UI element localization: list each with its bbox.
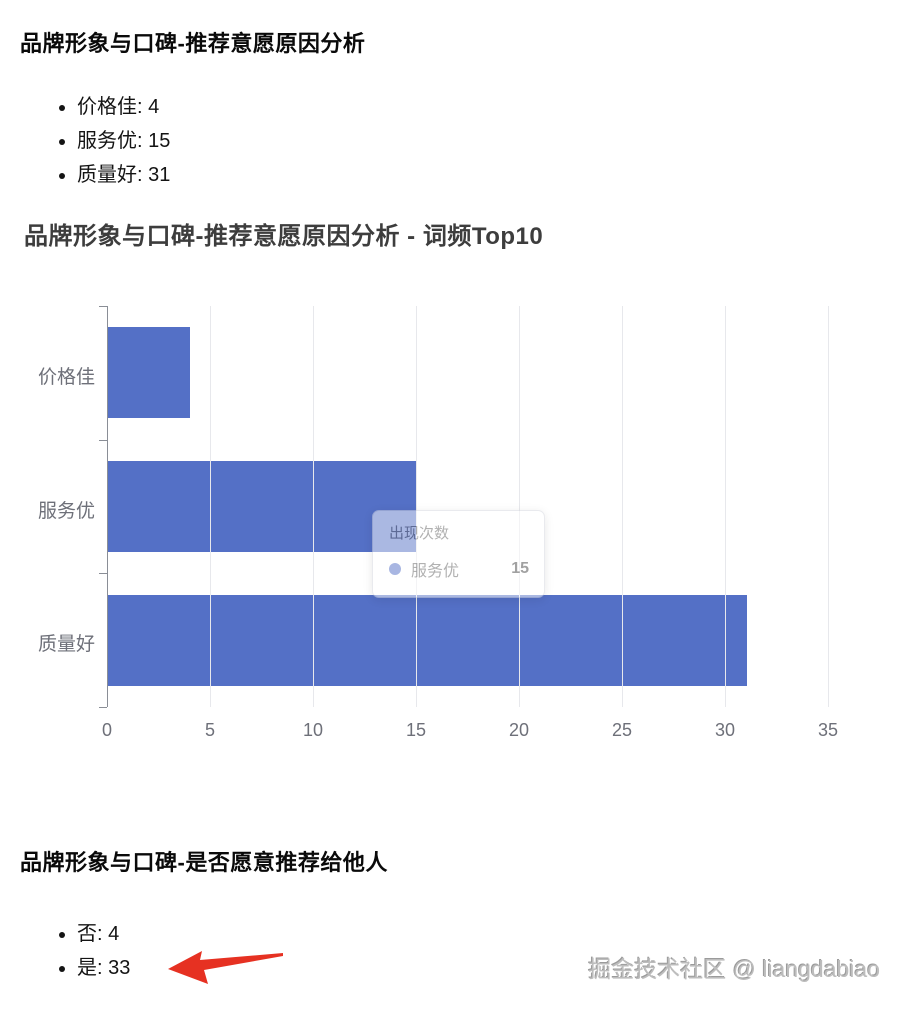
y-axis-tick <box>99 306 107 307</box>
list-item: 服务优: 15 <box>77 124 170 158</box>
y-axis-category-label: 服务优 <box>37 500 95 522</box>
list-item: 价格佳: 4 <box>77 90 170 124</box>
x-axis-tick-label: 10 <box>302 720 324 740</box>
series-marker-dot-icon <box>389 563 401 575</box>
x-axis-tick-label: 5 <box>204 720 215 740</box>
gridline <box>210 306 211 707</box>
word-frequency-bar-chart: 质量好 服务优 价格佳 35 30 25 20 15 10 5 0 出现次数 服务优 15 <box>0 295 904 750</box>
tooltip-row: 服务优 15 <box>389 557 529 581</box>
section2-list: 否: 4 是: 33 <box>20 917 130 985</box>
bar[interactable] <box>108 594 747 686</box>
section1-list: 价格佳: 4 服务优: 15 质量好: 31 <box>20 90 170 192</box>
bar[interactable] <box>108 327 191 419</box>
red-arrow-annotation-icon <box>168 951 283 984</box>
x-axis-tick-label: 30 <box>714 720 736 740</box>
list-item: 是: 33 <box>77 951 130 985</box>
chart-tooltip: 出现次数 服务优 15 <box>372 510 545 598</box>
x-axis-tick-label: 15 <box>405 720 427 740</box>
gridline <box>519 306 520 707</box>
section1-heading: 品牌形象与口碑-推荐意愿原因分析 <box>20 31 366 56</box>
x-axis-tick-label: 25 <box>611 720 633 740</box>
tooltip-value: 15 <box>511 560 529 577</box>
bar[interactable] <box>108 461 417 552</box>
y-axis-line <box>107 306 108 707</box>
x-axis-tick-label: 20 <box>508 720 530 740</box>
gridline <box>416 306 417 707</box>
gridline <box>622 306 623 707</box>
gridline <box>828 306 829 707</box>
list-item: 否: 4 <box>77 917 130 951</box>
tooltip-category-label: 服务优 <box>411 563 460 580</box>
list-item: 质量好: 31 <box>77 158 170 192</box>
x-axis-tick-label: 35 <box>817 720 839 740</box>
y-axis-tick <box>99 707 107 708</box>
y-axis-category-label: 价格佳 <box>37 366 95 388</box>
y-axis-tick <box>99 439 107 441</box>
chart-title: 品牌形象与口碑-推荐意愿原因分析 - 词频Top10 <box>24 223 544 250</box>
gridline <box>313 306 314 707</box>
gridline <box>725 306 726 707</box>
watermark: 掘金技术社区 @ liangdabiao <box>588 956 880 982</box>
y-axis-category-label: 质量好 <box>37 634 95 656</box>
section2-heading: 品牌形象与口碑-是否愿意推荐给他人 <box>20 850 388 875</box>
x-axis-tick-label: 0 <box>101 720 112 740</box>
y-axis-tick <box>99 573 107 575</box>
tooltip-series-title: 出现次数 <box>389 525 450 542</box>
